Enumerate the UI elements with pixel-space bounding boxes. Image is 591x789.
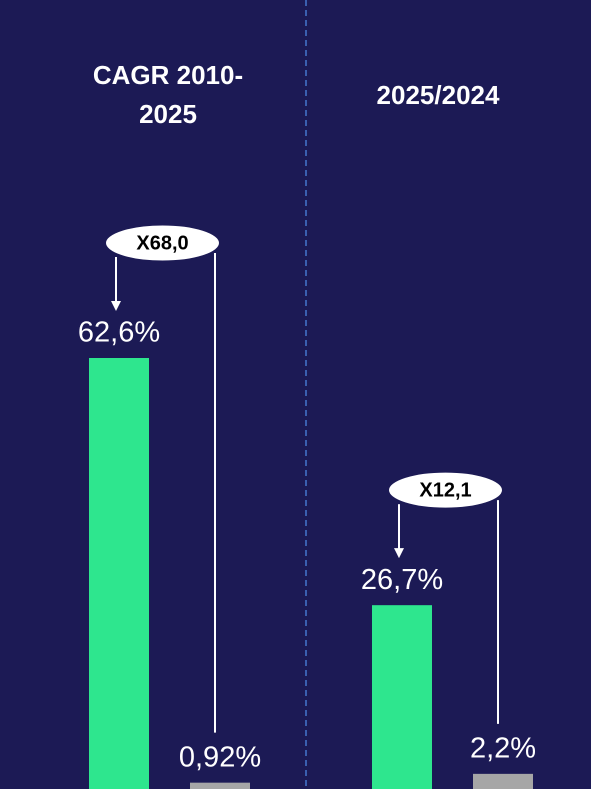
bar <box>372 605 432 789</box>
bar <box>190 782 250 789</box>
panel-title: 2025/2024 <box>376 79 500 110</box>
bar <box>89 358 149 789</box>
annotation: X68,0 <box>136 232 188 254</box>
value-label: 2,2% <box>470 733 536 765</box>
annotation: X12,1 <box>419 479 471 501</box>
value-label: 62,6% <box>78 317 160 349</box>
bar <box>473 773 533 789</box>
annotation-bubble <box>105 224 220 262</box>
value-label: 0,92% <box>179 741 261 773</box>
panel-title: CAGR 2010-2025 <box>92 60 244 129</box>
value-label: 26,7% <box>361 564 443 596</box>
annotation-bubble <box>388 471 503 509</box>
